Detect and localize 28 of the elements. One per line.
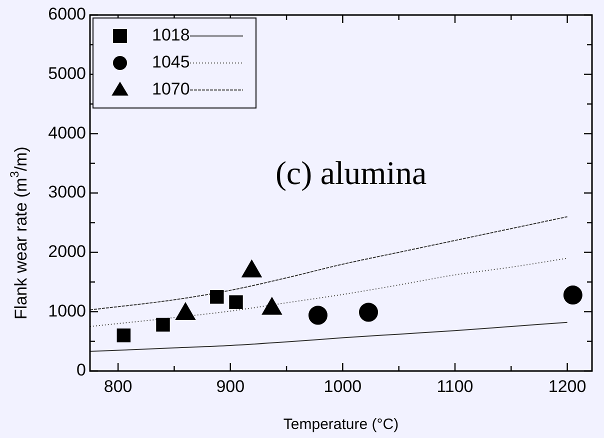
point — [116, 328, 131, 342]
x-axis-title: Temperature (°C) — [283, 416, 399, 434]
point — [210, 290, 224, 304]
legend-label: 1070 — [152, 80, 190, 99]
x-tick-label: 1200 — [548, 376, 586, 396]
x-tick-label: 800 — [104, 376, 132, 396]
point — [308, 306, 328, 325]
x-tick-label: 900 — [216, 376, 245, 396]
legend-label: 1018 — [152, 26, 190, 45]
line-series — [90, 258, 568, 327]
y-tick-label: 2000 — [48, 242, 86, 262]
point — [229, 295, 243, 310]
line-series — [90, 322, 568, 352]
point — [563, 286, 582, 305]
line-series — [90, 216, 568, 310]
y-tick-label: 6000 — [48, 4, 86, 24]
y-tick-label: 0 — [76, 360, 86, 380]
y-tick-label: 4000 — [48, 123, 86, 142]
y-tick-label: 1000 — [48, 301, 86, 320]
annotation: (c) alumina — [275, 156, 427, 192]
legend-label: 1045 — [152, 52, 190, 72]
y-axis-title: Flank wear rate (m3/m) — [7, 146, 31, 320]
point — [359, 302, 378, 322]
x-tick-label: 1000 — [324, 376, 362, 396]
point — [156, 318, 170, 332]
x-tick-label: 1100 — [436, 376, 474, 396]
y-tick-label: 5000 — [48, 64, 86, 84]
y-tick-label: 3000 — [48, 182, 86, 202]
